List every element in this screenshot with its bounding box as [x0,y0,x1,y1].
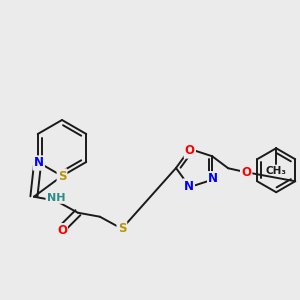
Text: S: S [58,169,66,182]
Text: O: O [185,145,195,158]
Text: N: N [208,172,218,185]
Text: NH: NH [46,193,65,203]
Text: O: O [57,224,67,237]
Text: N: N [34,157,44,169]
Text: S: S [118,222,126,235]
Text: CH₃: CH₃ [266,166,287,176]
Text: O: O [241,166,251,179]
Text: N: N [184,179,194,193]
